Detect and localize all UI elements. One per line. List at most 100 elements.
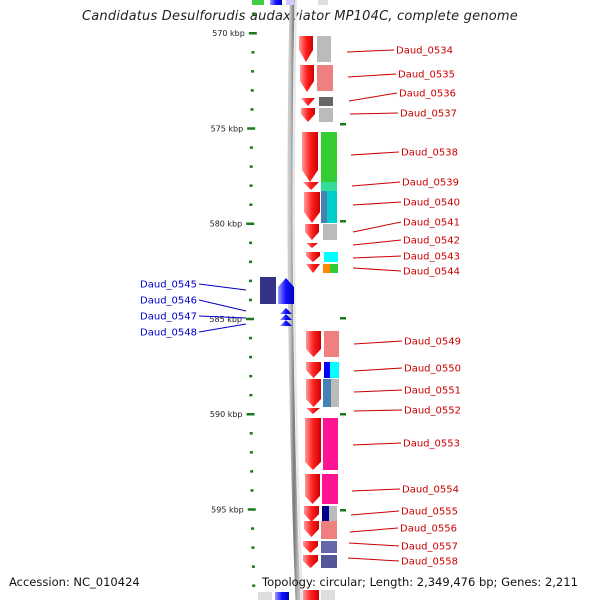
scale-tick-minor — [250, 470, 254, 473]
scale-tick-minor — [249, 298, 252, 302]
gene-label: Daud_0535 — [398, 70, 455, 81]
leader-line — [348, 92, 398, 102]
map-title: Candidatus Desulforudis audaxviator MP10… — [81, 9, 518, 24]
reverse-genes — [260, 277, 294, 326]
leader-line — [347, 557, 400, 562]
scale-tick-minor — [249, 279, 253, 283]
leader-line — [198, 323, 247, 333]
gene-label: Daud_0554 — [402, 485, 459, 496]
scale-tick-right — [340, 123, 346, 126]
leader-line — [351, 181, 401, 187]
forward-labels: Daud_0534 Daud_0535 Daud_0536 Daud_0537 Daud… — [346, 46, 461, 568]
scale-tick-right — [340, 509, 346, 512]
scale-tick-minor — [249, 336, 253, 340]
gene-label: Daud_0546 — [140, 296, 197, 307]
gene-label: Daud_0557 — [401, 542, 458, 553]
gene-arrow-daud_0557 — [303, 541, 318, 553]
top-partial-features — [252, 0, 328, 5]
gene-label: Daud_0538 — [401, 148, 458, 159]
gene-arrow-daud_0534 — [299, 36, 313, 62]
leader-line — [198, 315, 247, 319]
scale-tick-major — [246, 222, 255, 225]
scale-tick-right — [340, 220, 346, 223]
gene-label: Daud_0545 — [140, 280, 197, 291]
scale-tick-minor — [249, 374, 253, 378]
gene-label: Daud_0539 — [402, 178, 459, 189]
gene-label: Daud_0551 — [404, 386, 461, 397]
leader-line — [349, 112, 399, 115]
scale-tick-label: 575 kbp — [211, 124, 244, 133]
gene-arrow-daud_0549 — [306, 331, 321, 357]
scale-tick-major — [248, 32, 257, 35]
leader-line — [353, 409, 403, 412]
leader-line — [352, 239, 402, 246]
scale-tick-minor — [252, 12, 256, 16]
scale-tick-label: 590 kbp — [210, 410, 243, 419]
gene-arrow-daud_0537 — [301, 108, 315, 122]
gene-label: Daud_0548 — [140, 328, 197, 339]
gene-arrow-daud_0536 — [301, 98, 315, 106]
scale-tick-minor — [249, 355, 253, 359]
gene-label: Daud_0558 — [401, 557, 458, 568]
gene-arrow-daud_0551 — [306, 379, 321, 407]
leader-line — [349, 527, 399, 533]
leader-line — [350, 151, 400, 156]
gene-label: Daud_0550 — [404, 364, 461, 375]
leader-line — [352, 201, 402, 206]
gene-arrow-daud_0552 — [306, 408, 320, 414]
leader-line — [347, 73, 397, 78]
gene-label: Daud_0534 — [396, 46, 453, 57]
topology-text: Topology: circular; Length: 2,349,476 bp… — [262, 575, 578, 589]
scale-tick-minor — [250, 108, 254, 111]
gene-arrow-daud_0542 — [306, 243, 318, 248]
gene-arrow-daud_0541 — [305, 224, 319, 240]
gene-label: Daud_0544 — [403, 267, 460, 278]
gene-arrow-daud_0544 — [306, 264, 320, 273]
gene-arrow-daud_0556 — [304, 521, 319, 537]
gene-arrow-daud_0558 — [303, 555, 318, 568]
gene-arrow-daud_0539 — [303, 182, 319, 190]
scale-tick-minor — [251, 546, 255, 549]
leader-line — [198, 299, 247, 312]
scale-tick-major — [247, 127, 256, 130]
gene-label: Daud_0540 — [403, 198, 460, 209]
gene-arrow-daud_0547 — [280, 308, 292, 314]
scale-tick-major — [246, 413, 255, 416]
scale-tick-minor — [250, 489, 254, 492]
scale-tick-minor — [249, 241, 253, 245]
scale-tick-minor — [251, 565, 255, 568]
scale-tick-label: 595 kbp — [211, 505, 244, 514]
leader-line — [353, 389, 403, 393]
scale-tick-label: 585 kbp — [209, 315, 242, 324]
scale-tick-minor — [251, 527, 255, 530]
leader-line — [352, 221, 402, 233]
gene-label: Daud_0553 — [403, 439, 460, 450]
gene-arrow-daud_0543 — [306, 252, 320, 262]
gene-label: Daud_0552 — [404, 406, 461, 417]
scale-tick-minor — [251, 51, 255, 54]
scale-tick-major — [247, 508, 256, 511]
leader-line — [353, 367, 403, 372]
gene-arrow-daud_0553 — [305, 418, 321, 470]
gene-label: Daud_0542 — [403, 236, 460, 247]
leader-line — [351, 488, 401, 492]
scale-tick-label: 580 kbp — [210, 220, 243, 229]
forward-genes — [299, 36, 321, 568]
scale-tick-minor — [251, 70, 255, 73]
gene-label: Daud_0547 — [140, 312, 197, 323]
scale-tick-minor — [249, 432, 253, 435]
gene-arrow-daud_0538 — [302, 132, 318, 182]
scale-tick-minor — [249, 203, 253, 206]
scale-ticks: 570 kbp 575 kbp 580 kbp 585 kbp 590 kbp 595 k… — [209, 12, 346, 587]
gene-label: Daud_0555 — [401, 507, 458, 518]
leader-line — [352, 442, 402, 446]
leader-line — [348, 542, 400, 547]
scale-tick-right — [340, 317, 346, 320]
scale-tick-minor — [249, 146, 253, 149]
scale-tick-minor — [249, 451, 253, 454]
gene-label: Daud_0541 — [403, 218, 460, 229]
gene-arrow-daud_0546 — [278, 278, 294, 304]
accession-text: Accession: NC_010424 — [9, 575, 140, 589]
scale-tick-minor — [249, 184, 253, 187]
